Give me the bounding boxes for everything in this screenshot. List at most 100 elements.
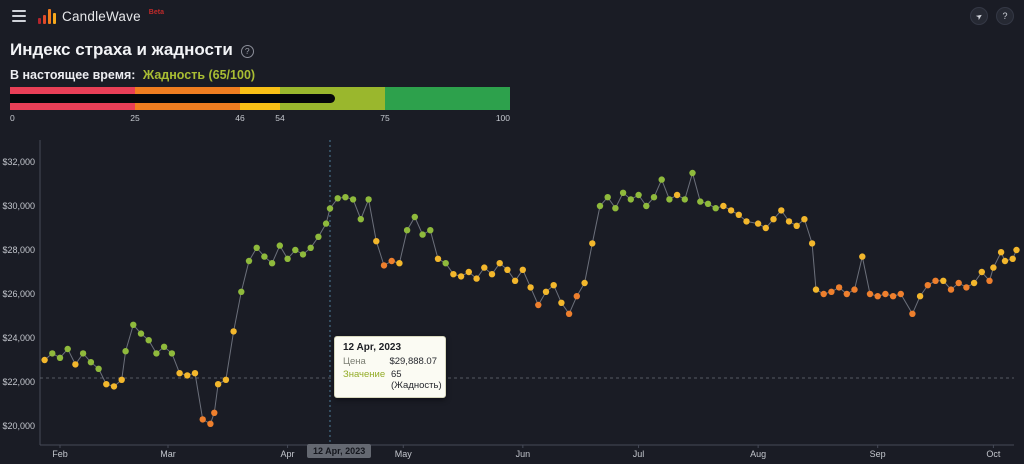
data-point[interactable] <box>238 288 245 295</box>
data-point[interactable] <box>947 286 955 293</box>
data-point[interactable] <box>488 271 496 278</box>
data-point[interactable] <box>535 301 542 309</box>
data-point[interactable] <box>72 361 79 368</box>
data-point[interactable] <box>889 293 897 300</box>
data-point[interactable] <box>396 260 403 267</box>
data-point[interactable] <box>199 416 206 423</box>
data-point[interactable] <box>643 202 650 210</box>
data-point[interactable] <box>457 273 465 280</box>
data-point[interactable] <box>176 370 183 377</box>
data-point[interactable] <box>122 348 129 355</box>
data-point[interactable] <box>137 330 145 337</box>
data-point[interactable] <box>442 260 449 267</box>
data-point[interactable] <box>365 196 372 203</box>
data-point[interactable] <box>207 420 214 427</box>
app-logo[interactable]: CandleWave Beta <box>38 8 164 24</box>
data-point[interactable] <box>519 266 526 273</box>
data-point[interactable] <box>56 354 64 361</box>
data-point[interactable] <box>315 233 322 240</box>
data-point[interactable] <box>785 218 793 225</box>
data-point[interactable] <box>307 244 314 251</box>
data-point[interactable] <box>95 365 102 372</box>
title-help-icon[interactable]: ? <box>240 44 254 58</box>
data-point[interactable] <box>712 205 719 212</box>
data-point[interactable] <box>349 196 357 203</box>
data-point[interactable] <box>882 290 889 298</box>
data-point[interactable] <box>450 271 457 278</box>
data-point[interactable] <box>573 293 580 300</box>
price-chart[interactable]: $32,000 $30,000 $28,000 $26,000 $24,000 $22,0… <box>0 134 1024 464</box>
data-point[interactable] <box>704 200 712 207</box>
data-point[interactable] <box>230 328 237 335</box>
price-chart-area[interactable]: $32,000 $30,000 $28,000 $26,000 $24,000 $22,0… <box>0 134 1024 464</box>
data-point[interactable] <box>801 216 808 223</box>
data-point[interactable] <box>874 293 881 300</box>
data-point[interactable] <box>411 213 418 221</box>
data-point[interactable] <box>276 242 283 249</box>
data-point[interactable] <box>373 238 380 245</box>
data-point[interactable] <box>465 268 472 276</box>
data-point[interactable] <box>211 409 218 416</box>
data-point[interactable] <box>565 310 573 317</box>
data-point[interactable] <box>504 266 511 273</box>
data-point[interactable] <box>627 196 634 203</box>
help-icon[interactable]: ? <box>996 7 1014 25</box>
data-point[interactable] <box>419 231 426 238</box>
data-point[interactable] <box>770 216 777 223</box>
data-point[interactable] <box>357 216 364 223</box>
data-point[interactable] <box>222 376 230 383</box>
data-point[interactable] <box>481 264 488 271</box>
data-point[interactable] <box>191 370 199 377</box>
data-point[interactable] <box>932 277 939 284</box>
hamburger-menu-icon[interactable] <box>10 7 28 25</box>
data-point[interactable] <box>299 251 307 258</box>
data-point[interactable] <box>1009 255 1016 262</box>
data-point[interactable] <box>778 207 785 214</box>
data-point[interactable] <box>434 255 442 262</box>
data-point[interactable] <box>496 260 503 267</box>
data-point[interactable] <box>268 260 276 267</box>
data-point[interactable] <box>596 202 604 210</box>
data-point[interactable] <box>41 356 48 364</box>
data-point[interactable] <box>284 255 291 262</box>
data-point[interactable] <box>160 343 168 350</box>
data-point[interactable] <box>859 253 866 260</box>
data-point[interactable] <box>550 282 557 289</box>
data-point[interactable] <box>812 286 820 293</box>
data-point[interactable] <box>635 191 642 199</box>
data-point[interactable] <box>342 194 349 201</box>
data-point[interactable] <box>793 222 800 229</box>
data-point[interactable] <box>427 227 434 234</box>
data-point[interactable] <box>87 359 95 366</box>
data-point[interactable] <box>511 277 519 284</box>
data-point[interactable] <box>897 290 904 298</box>
data-point[interactable] <box>64 345 71 353</box>
data-point[interactable] <box>808 240 816 247</box>
data-point[interactable] <box>79 350 87 357</box>
data-point[interactable] <box>735 211 742 218</box>
data-point[interactable] <box>145 337 152 344</box>
data-point[interactable] <box>589 240 596 247</box>
data-point[interactable] <box>997 249 1005 256</box>
telegram-icon[interactable]: ➤ <box>970 7 988 25</box>
data-point[interactable] <box>940 277 947 284</box>
data-point[interactable] <box>820 290 827 298</box>
data-point[interactable] <box>727 207 735 214</box>
data-point[interactable] <box>334 195 341 202</box>
data-point[interactable] <box>292 246 299 254</box>
data-point[interactable] <box>851 286 858 293</box>
data-point[interactable] <box>612 205 619 212</box>
data-point[interactable] <box>245 257 253 265</box>
data-point[interactable] <box>666 196 673 203</box>
data-point[interactable] <box>843 290 850 298</box>
data-point[interactable] <box>118 376 125 383</box>
data-point[interactable] <box>697 198 704 205</box>
data-point[interactable] <box>762 224 769 232</box>
data-point[interactable] <box>153 350 160 357</box>
data-point[interactable] <box>168 350 176 357</box>
data-point[interactable] <box>103 381 110 388</box>
data-point[interactable] <box>963 284 970 291</box>
data-point[interactable] <box>689 169 696 177</box>
data-point[interactable] <box>990 264 997 271</box>
data-point[interactable] <box>720 202 727 210</box>
